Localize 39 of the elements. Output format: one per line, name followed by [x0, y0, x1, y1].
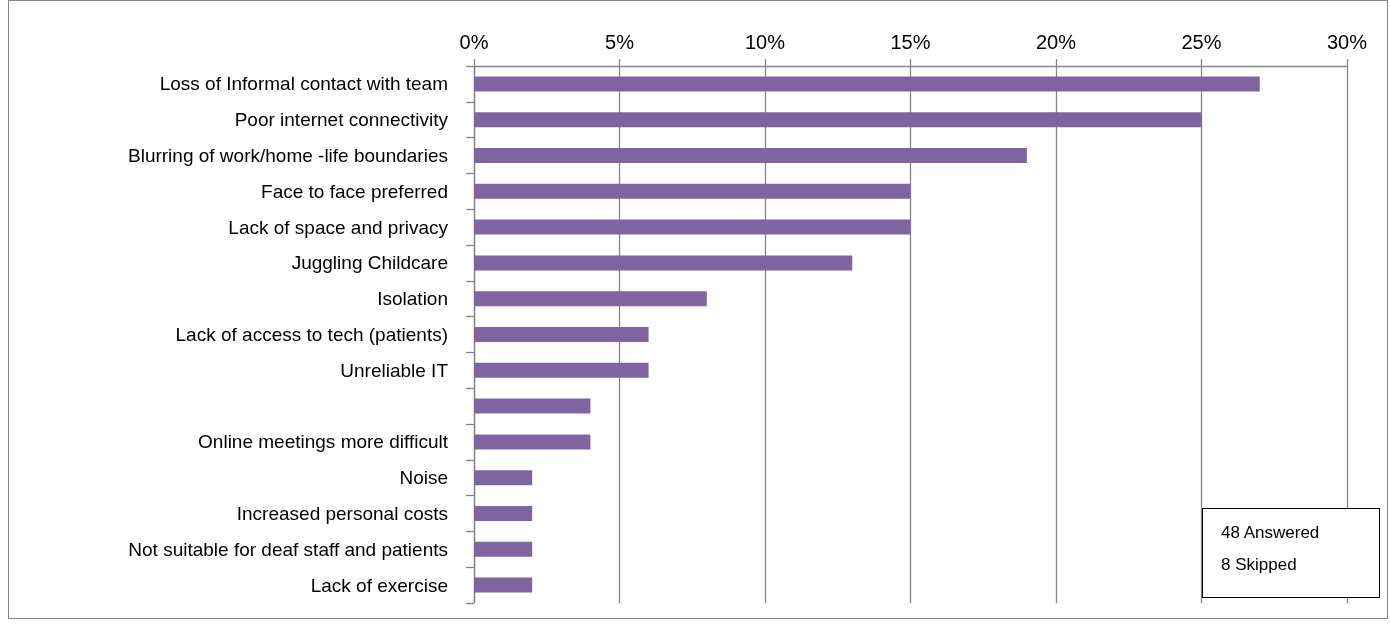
- bar: [474, 183, 911, 199]
- bar: [474, 577, 533, 593]
- bar: [474, 362, 649, 378]
- x-tick-label: 30%: [1326, 31, 1368, 53]
- bar: [474, 112, 1202, 128]
- y-tick-label: Juggling Childcare: [291, 252, 448, 274]
- y-tick-label: Lack of access to tech (patients): [175, 324, 448, 345]
- bar: [474, 434, 591, 450]
- x-tick-label: 0%: [459, 31, 489, 53]
- x-tick-label: 15%: [890, 31, 931, 53]
- bar: [474, 326, 649, 343]
- bar: [474, 291, 707, 307]
- y-tick-label: Lack of exercise: [310, 574, 448, 596]
- x-tick-label: 10%: [744, 31, 786, 53]
- annotation: 48 Answered: [1221, 522, 1320, 544]
- y-tick-label: Poor internet connectivity: [234, 109, 449, 131]
- annotation: 8 Skipped: [1221, 554, 1297, 576]
- x-tick-label: 20%: [1035, 31, 1077, 53]
- bar: [474, 398, 591, 414]
- y-tick-label: Online meetings more difficult: [198, 431, 449, 453]
- y-tick-label: Lack of space and privacy: [228, 216, 449, 238]
- bar: [474, 147, 1027, 164]
- bar: [474, 255, 853, 271]
- y-tick-label: Unreliable IT: [340, 359, 449, 381]
- y-tick-label: Blurring of work/home -life boundaries: [128, 145, 448, 166]
- x-tick-label: 25%: [1181, 31, 1222, 53]
- y-tick-label: Face to face preferred: [261, 180, 448, 202]
- bar: [474, 470, 533, 486]
- y-tick-label: Noise: [399, 467, 448, 489]
- bar: [474, 505, 533, 522]
- y-tick-label: Isolation: [377, 288, 448, 310]
- bar: [474, 541, 533, 557]
- bar: [474, 76, 1260, 92]
- note-box: 48 Answered 8 Skipped: [1202, 508, 1380, 598]
- y-tick-label: Increased personal costs: [236, 503, 448, 524]
- x-tick-label: 5%: [605, 31, 635, 53]
- bar: [474, 219, 911, 235]
- y-tick-label: Loss of Informal contact with team: [159, 73, 448, 95]
- y-tick-label: Not suitable for deaf staff and patients: [128, 538, 448, 560]
